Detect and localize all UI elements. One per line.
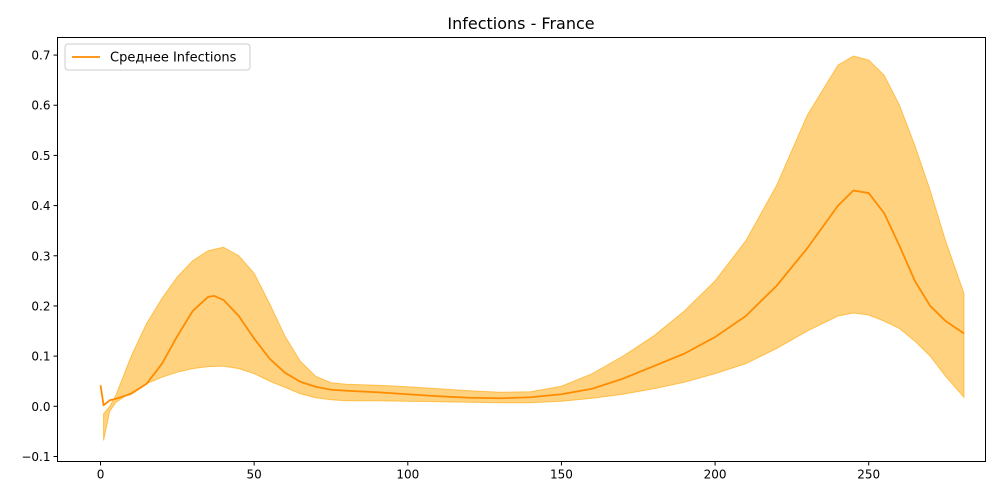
plot-frame (57, 37, 986, 462)
confidence-band (103, 55, 965, 441)
y-tick-label: −0.1 (21, 450, 50, 464)
y-tick-label: 0.0 (31, 400, 50, 414)
legend: Среднее Infections (64, 43, 251, 71)
y-tick-label: 0.1 (31, 350, 50, 364)
x-tick-label: 50 (247, 468, 262, 482)
chart-title: Infections - France (447, 14, 594, 33)
y-tick-label: 0.4 (31, 199, 50, 213)
x-axis-ticks: 0 50 100 150 200 250 (97, 461, 880, 482)
series-line-layer (99, 189, 965, 407)
y-axis-ticks: −0.1 0.0 0.1 0.2 0.3 0.4 0.5 0.6 0.7 (21, 49, 58, 464)
y-tick-label: 0.7 (31, 49, 50, 63)
y-tick-label: 0.2 (31, 299, 50, 313)
confidence-band-layer (103, 55, 965, 441)
legend-label-series: Среднее Infections (110, 51, 237, 66)
x-tick-label: 100 (396, 468, 419, 482)
series-line-0 (99, 189, 965, 407)
y-tick-label: 0.5 (31, 149, 50, 163)
x-tick-label: 200 (704, 468, 727, 482)
y-tick-label: 0.6 (31, 99, 50, 113)
x-tick-label: 0 (97, 468, 105, 482)
x-tick-label: 150 (550, 468, 573, 482)
legend-box (64, 43, 251, 71)
y-tick-label: 0.3 (31, 249, 50, 263)
x-tick-label: 250 (857, 468, 880, 482)
